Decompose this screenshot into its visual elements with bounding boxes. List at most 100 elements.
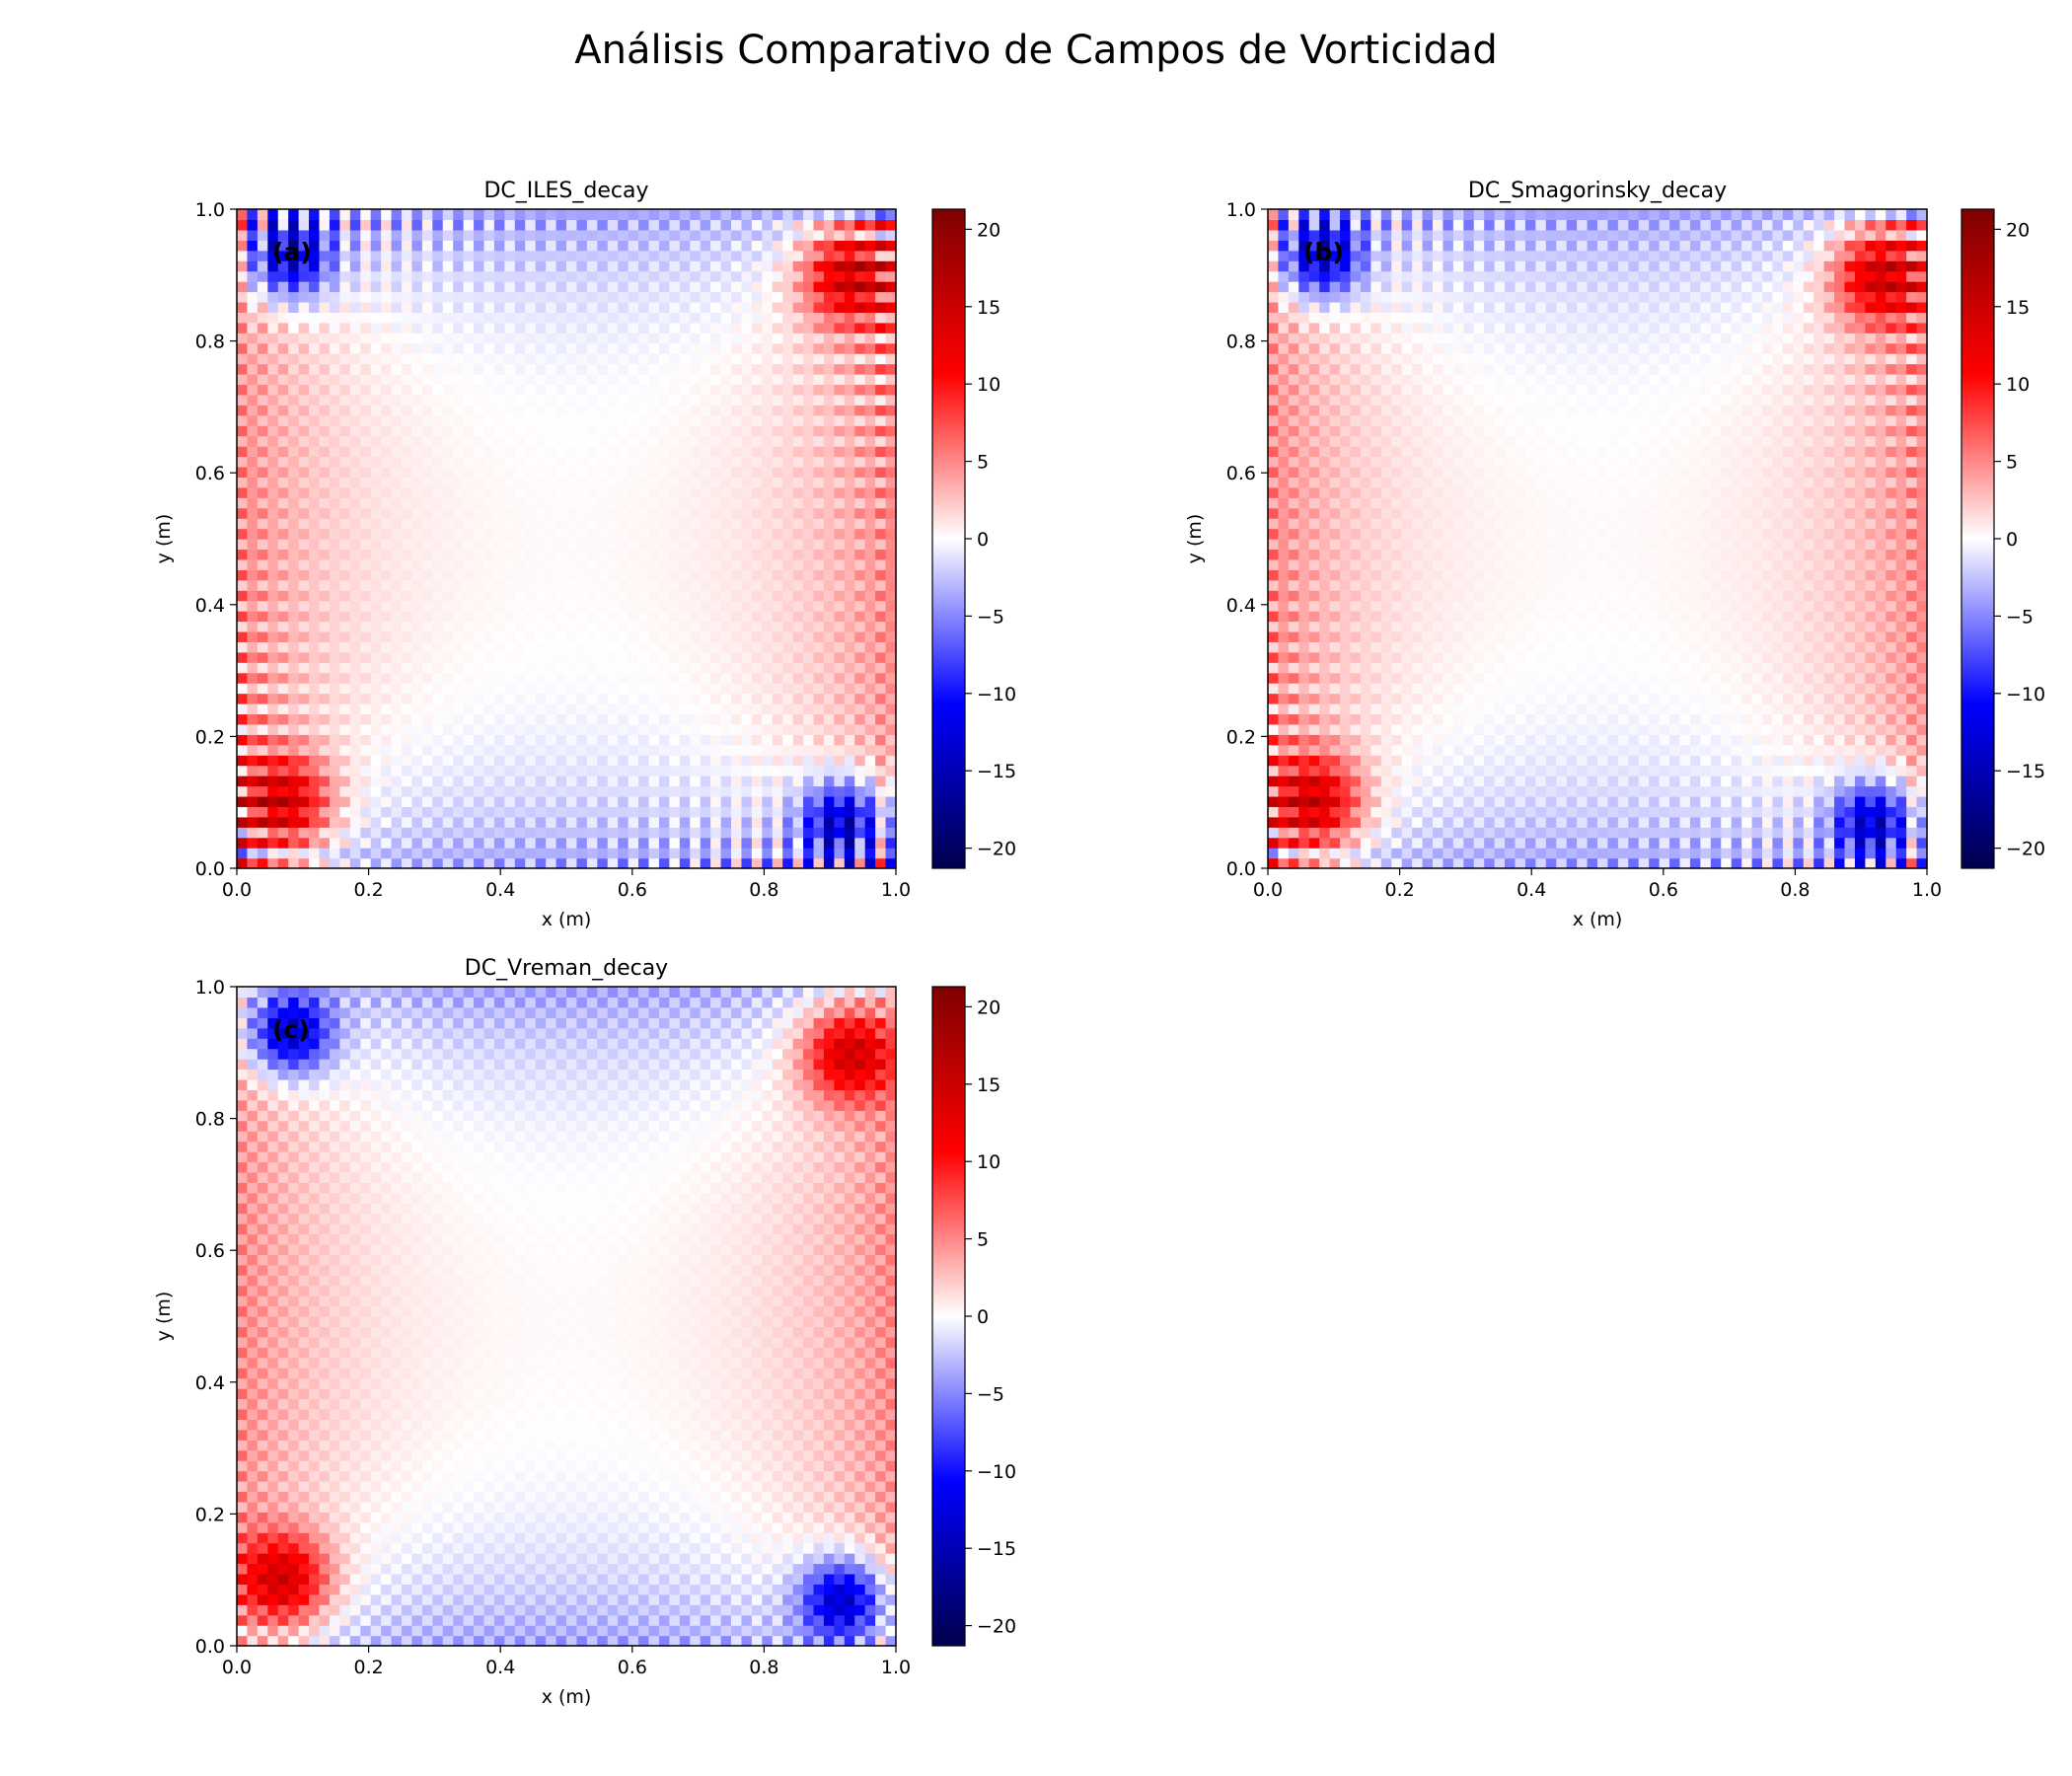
- heatmap-cell: [710, 703, 722, 715]
- heatmap-cell: [566, 816, 578, 828]
- heatmap-cell: [658, 497, 670, 509]
- heatmap-cell: [679, 342, 691, 354]
- heatmap-cell: [349, 301, 361, 313]
- heatmap-cell: [339, 456, 351, 468]
- heatmap-cell: [885, 611, 897, 623]
- heatmap-cell: [504, 755, 516, 767]
- heatmap-cell: [453, 333, 465, 344]
- heatmap-cell: [237, 569, 249, 581]
- heatmap-cell: [360, 785, 372, 797]
- heatmap-cell: [546, 641, 557, 653]
- heatmap-cell: [1721, 765, 1733, 777]
- heatmap-cell: [648, 703, 660, 715]
- heatmap-cell: [339, 837, 351, 849]
- heatmap-cell: [731, 414, 743, 426]
- heatmap-cell: [1505, 827, 1517, 839]
- heatmap-cell: [309, 569, 321, 581]
- heatmap-cell: [1391, 755, 1403, 767]
- heatmap-cell: [762, 611, 774, 623]
- heatmap-cell: [597, 270, 609, 282]
- heatmap-cell: [360, 734, 372, 746]
- heatmap-cell: [329, 611, 340, 623]
- heatmap-cell: [823, 342, 835, 354]
- heatmap-cell: [803, 240, 815, 252]
- heatmap-cell: [391, 539, 403, 551]
- heatmap-cell: [402, 827, 413, 839]
- heatmap-cell: [772, 806, 783, 818]
- heatmap-cell: [370, 641, 382, 653]
- heatmap-cell: [854, 260, 866, 272]
- heatmap-cell: [1494, 785, 1506, 797]
- heatmap-cell: [648, 693, 660, 704]
- heatmap-cell: [607, 785, 619, 797]
- heatmap-cell: [823, 621, 835, 632]
- heatmap-cell: [546, 755, 557, 767]
- heatmap-cell: [237, 312, 249, 324]
- heatmap-cell: [267, 281, 279, 293]
- heatmap-cell: [597, 651, 609, 663]
- heatmap-cell: [618, 363, 629, 375]
- heatmap-cell: [813, 755, 825, 767]
- heatmap-cell: [607, 558, 619, 570]
- heatmap-cell: [782, 333, 794, 344]
- heatmap-cell: [504, 435, 516, 447]
- heatmap-cell: [669, 600, 681, 612]
- heatmap-cell: [854, 353, 866, 365]
- heatmap-cell: [854, 425, 866, 437]
- heatmap-cell: [1689, 776, 1701, 787]
- heatmap-cell: [329, 744, 340, 756]
- heatmap-cell: [432, 507, 444, 519]
- heatmap-cell: [731, 549, 743, 560]
- heatmap-cell: [267, 405, 279, 416]
- heatmap-cell: [432, 611, 444, 623]
- heatmap-cell: [1793, 837, 1805, 849]
- heatmap-cell: [1638, 816, 1650, 828]
- heatmap-cell: [402, 528, 413, 540]
- heatmap-cell: [247, 827, 259, 839]
- heatmap-cell: [370, 260, 382, 272]
- heatmap-cell: [1370, 734, 1382, 746]
- heatmap-cell: [1731, 765, 1742, 777]
- heatmap-cell: [309, 755, 321, 767]
- heatmap-cell: [648, 342, 660, 354]
- heatmap-cell: [535, 795, 547, 807]
- heatmap-cell: [823, 281, 835, 293]
- heatmap-cell: [566, 528, 578, 540]
- heatmap-cell: [823, 569, 835, 581]
- heatmap-cell: [751, 435, 763, 447]
- heatmap-cell: [679, 250, 691, 261]
- heatmap-cell: [329, 549, 340, 560]
- heatmap-cell: [381, 744, 393, 756]
- heatmap-cell: [298, 229, 310, 241]
- heatmap-cell: [566, 630, 578, 642]
- heatmap-cell: [792, 240, 804, 252]
- heatmap-cell: [648, 795, 660, 807]
- heatmap-cell: [1329, 744, 1341, 756]
- heatmap-cell: [669, 816, 681, 828]
- heatmap-cell: [442, 837, 454, 849]
- heatmap-cell: [782, 497, 794, 509]
- heatmap-cell: [535, 405, 547, 416]
- heatmap-cell: [658, 219, 670, 231]
- heatmap-cell: [658, 333, 670, 344]
- heatmap-cell: [690, 322, 702, 333]
- heatmap-cell: [1875, 785, 1887, 797]
- heatmap-cell: [421, 384, 433, 396]
- heatmap-cell: [349, 683, 361, 695]
- heatmap-cell: [463, 405, 475, 416]
- heatmap-cell: [864, 558, 876, 570]
- heatmap-cell: [442, 816, 454, 828]
- heatmap-cell: [741, 435, 753, 447]
- heatmap-cell: [267, 693, 279, 704]
- heatmap-cell: [834, 549, 846, 560]
- heatmap-cell: [504, 229, 516, 241]
- heatmap-cell: [546, 600, 557, 612]
- heatmap-cell: [421, 857, 433, 869]
- heatmap-cell: [1340, 795, 1352, 807]
- heatmap-cell: [885, 446, 897, 458]
- heatmap-cell: [1679, 816, 1691, 828]
- heatmap-cell: [1865, 795, 1877, 807]
- heatmap-cell: [411, 312, 423, 324]
- heatmap-cell: [1391, 857, 1403, 869]
- heatmap-cell: [576, 713, 588, 725]
